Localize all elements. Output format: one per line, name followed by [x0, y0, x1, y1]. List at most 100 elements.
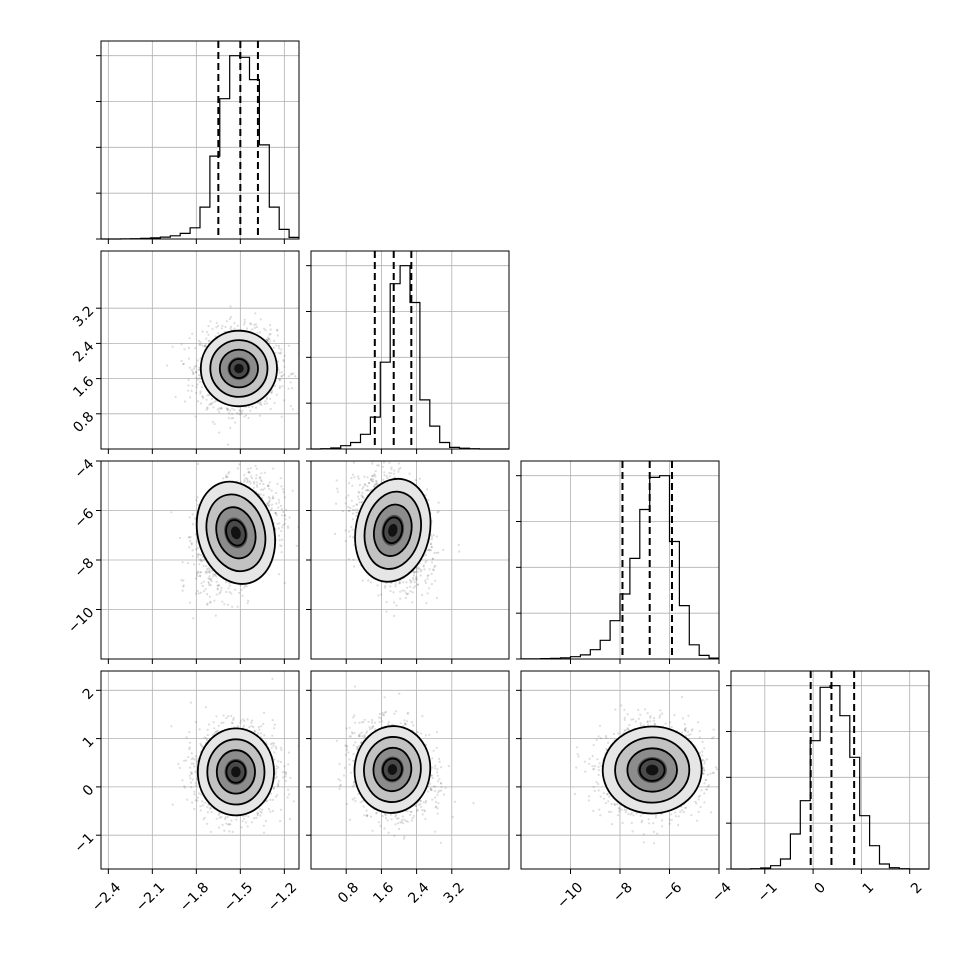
scatter-point — [403, 589, 406, 592]
scatter-point — [267, 485, 270, 488]
scatter-point — [228, 591, 231, 594]
scatter-point — [376, 482, 379, 485]
scatter-point — [265, 339, 268, 342]
scatter-point — [254, 323, 258, 326]
scatter-point — [389, 590, 392, 593]
scatter-point — [255, 481, 258, 484]
scatter-point — [427, 548, 430, 552]
scatter-point — [426, 592, 429, 595]
scatter-point — [224, 581, 228, 584]
scatter-point — [283, 514, 286, 517]
scatter-point — [280, 415, 283, 418]
panel-frame — [310, 250, 510, 450]
scatter-point — [229, 305, 232, 308]
scatter-point — [191, 384, 194, 387]
scatter-point — [271, 389, 274, 392]
scatter-point — [245, 327, 249, 330]
scatter-point — [412, 576, 415, 580]
scatter-point — [191, 332, 194, 335]
scatter-point — [280, 375, 283, 378]
scatter-point — [263, 327, 266, 330]
scatter-point — [206, 593, 209, 596]
scatter-point — [210, 577, 213, 580]
scatter-point — [205, 331, 209, 334]
scatter-point — [258, 401, 261, 405]
scatter-point — [180, 579, 183, 582]
scatter-point — [287, 387, 290, 390]
scatter-point — [205, 565, 208, 568]
scatter-point — [278, 385, 281, 388]
scatter-point — [207, 581, 210, 584]
scatter-point — [218, 431, 221, 434]
scatter-point — [209, 584, 212, 587]
scatter-point — [198, 343, 201, 346]
scatter-point — [412, 586, 415, 589]
scatter-point — [350, 525, 353, 529]
scatter-point — [347, 494, 350, 497]
scatter-point — [279, 352, 282, 355]
scatter-point — [197, 592, 200, 595]
scatter-point — [237, 412, 240, 415]
scatter-point — [351, 512, 355, 515]
scatter-point — [197, 374, 201, 377]
scatter-point — [281, 488, 284, 491]
scatter-point — [197, 552, 200, 556]
scatter-point — [253, 323, 256, 326]
scatter-point — [246, 602, 249, 605]
scatter-point — [263, 402, 266, 405]
scatter-point — [430, 543, 433, 546]
density-shade — [234, 363, 244, 374]
scatter-point — [409, 585, 412, 589]
scatter-point — [246, 481, 249, 484]
scatter-point — [218, 407, 221, 410]
scatter-point — [189, 535, 192, 539]
scatter-point — [352, 461, 355, 464]
scatter-point — [197, 462, 200, 466]
scatter-point — [268, 499, 271, 502]
scatter-point — [383, 474, 386, 477]
scatter-point — [264, 400, 267, 403]
scatter-point — [188, 536, 191, 539]
scatter-point — [258, 476, 261, 480]
scatter-point — [206, 407, 209, 410]
scatter-point — [355, 503, 358, 506]
scatter-point — [411, 591, 414, 594]
scatter-point — [199, 341, 202, 344]
scatter-point — [194, 517, 197, 520]
scatter-point — [190, 368, 193, 371]
scatter-point — [193, 367, 196, 370]
scatter-point — [180, 359, 183, 363]
scatter-point — [205, 572, 208, 575]
scatter-point — [360, 494, 363, 497]
scatter-point — [283, 365, 286, 368]
scatter-point — [227, 455, 229, 457]
scatter-point — [243, 323, 246, 326]
scatter-point — [192, 617, 195, 620]
scatter-point — [265, 451, 267, 453]
scatter-point — [182, 579, 185, 582]
scatter-point — [220, 407, 223, 410]
scatter-point — [366, 489, 369, 492]
contour-line — [228, 358, 250, 379]
scatter-point — [213, 400, 216, 403]
scatter-point — [279, 504, 283, 507]
scatter-point — [207, 570, 210, 574]
contour-line — [215, 506, 257, 560]
scatter-point — [196, 572, 199, 575]
scatter-point — [398, 582, 401, 585]
scatter-point — [270, 507, 273, 510]
scatter-point — [291, 387, 294, 390]
scatter-point — [283, 522, 287, 525]
scatter-point — [250, 323, 253, 326]
scatter-point — [285, 508, 288, 511]
scatter-point — [182, 585, 185, 588]
scatter-point — [187, 384, 190, 387]
scatter-point — [353, 565, 356, 568]
scatter-point — [198, 377, 201, 380]
scatter-point — [282, 373, 285, 376]
scatter-point — [281, 385, 284, 388]
scatter-point — [414, 454, 416, 456]
scatter-point — [199, 571, 202, 574]
scatter-point — [238, 591, 241, 594]
